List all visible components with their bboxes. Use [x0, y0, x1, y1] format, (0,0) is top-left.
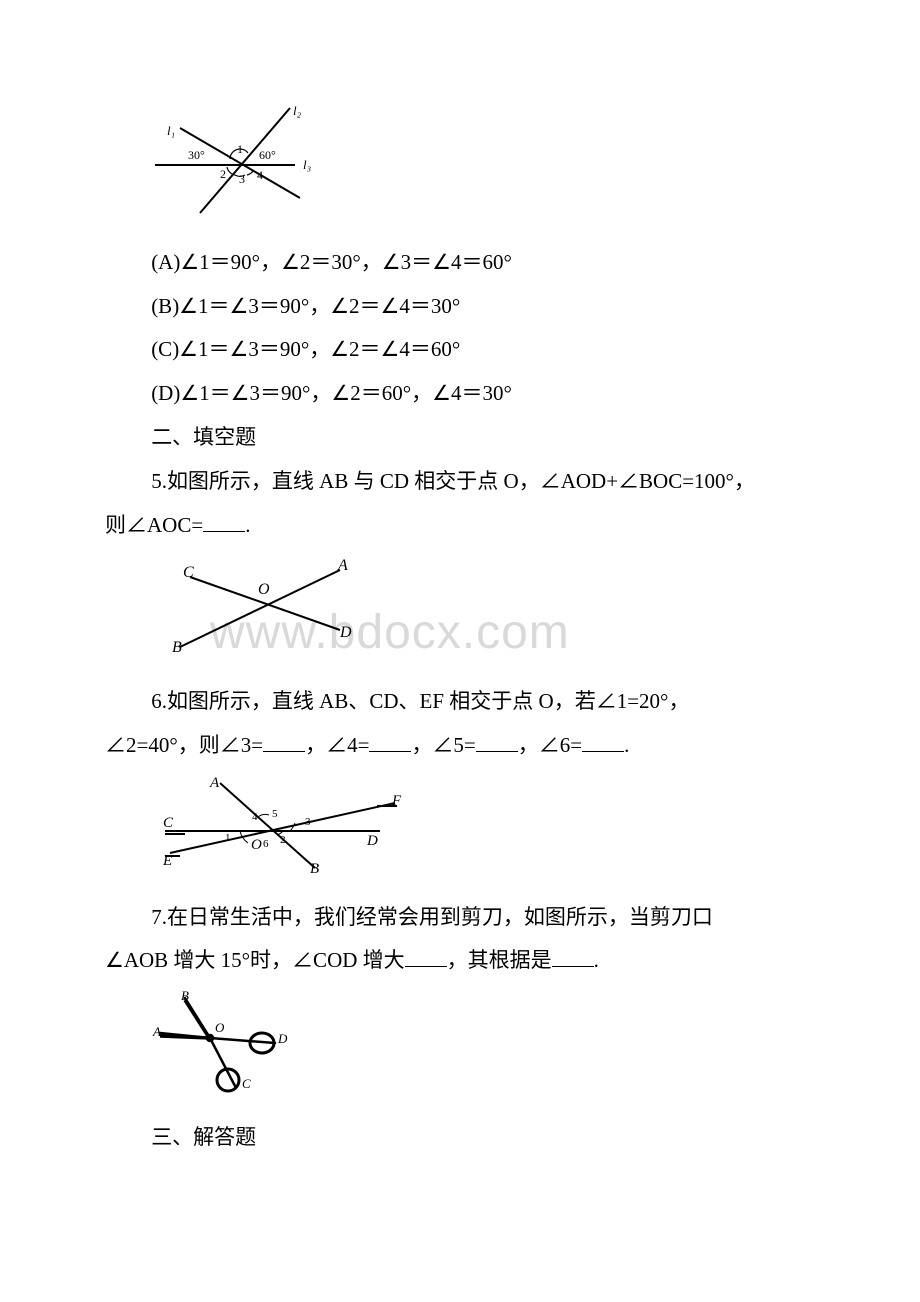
label-l2: l₂	[293, 103, 302, 118]
figure-1: l₁ l₂ l₃ 30° 60° 1 2 3 4	[145, 103, 815, 236]
q5-line2: 则∠AOC=.	[105, 507, 815, 545]
label-60: 60°	[259, 148, 276, 162]
figure-2: A B C D O	[145, 552, 815, 675]
q6-line2: ∠2=40°，则∠3= ，∠4= ，∠5= ，∠6=.	[105, 727, 815, 765]
f3-1: 1	[225, 832, 231, 844]
label-a3: 3	[239, 172, 245, 186]
figure-3: A B C D E F O 1 2 3 4 5 6	[145, 773, 815, 891]
f4-A: A	[152, 1024, 161, 1039]
f3-6: 6	[263, 838, 269, 850]
q7-post: .	[594, 948, 599, 972]
f3-4: 4	[252, 811, 258, 823]
f3-A: A	[209, 775, 220, 791]
label-a2: 2	[220, 167, 226, 181]
q7-b1	[405, 946, 447, 967]
option-c: (C)∠1＝∠3＝90°，∠2＝∠4＝60°	[105, 331, 815, 369]
f3-D: D	[366, 833, 378, 849]
q6-b3	[476, 731, 518, 752]
section-3-title: 三、解答题	[105, 1119, 815, 1157]
q7-line1: 7.在日常生活中，我们经常会用到剪刀，如图所示，当剪刀口	[105, 899, 815, 937]
option-d: (D)∠1＝∠3＝90°，∠2＝60°，∠4＝30°	[105, 375, 815, 413]
f4-O: O	[215, 1020, 225, 1035]
figure-4: A B C D O	[145, 988, 815, 1111]
option-b: (B)∠1＝∠3＝90°，∠2＝∠4＝30°	[105, 288, 815, 326]
label-a4: 4	[257, 168, 263, 182]
f4-B: B	[181, 988, 189, 1003]
f4-D: D	[277, 1031, 288, 1046]
f2-A: A	[337, 557, 348, 574]
label-l3: l₃	[303, 157, 311, 172]
option-a: (A)∠1＝90°，∠2＝30°，∠3＝∠4＝60°	[105, 244, 815, 282]
f3-O: O	[251, 837, 262, 853]
label-l1: l₁	[167, 123, 175, 138]
f2-D: D	[339, 624, 352, 641]
q7-b2	[552, 946, 594, 967]
f3-5: 5	[272, 808, 278, 820]
q6-b2	[369, 731, 411, 752]
q5-line1: 5.如图所示，直线 AB 与 CD 相交于点 O，∠AOD+∠BOC=100°，	[105, 463, 815, 501]
q7-mid: ，其根据是	[447, 948, 552, 972]
q5-blank	[203, 511, 245, 532]
f2-O: O	[258, 581, 270, 598]
f3-2: 2	[280, 834, 286, 846]
page-content: l₁ l₂ l₃ 30° 60° 1 2 3 4 (A)∠1＝90°，∠2＝30…	[105, 103, 815, 1157]
f2-C: C	[183, 564, 194, 581]
q6-m1: ，∠4=	[305, 733, 369, 757]
q6-b4	[582, 731, 624, 752]
section-2-title: 二、填空题	[105, 419, 815, 457]
f3-3: 3	[305, 816, 311, 828]
f2-B: B	[172, 639, 182, 656]
q7-pre: ∠AOB 增大 15°时，∠COD 增大	[105, 948, 405, 972]
q6-m3: ，∠6=	[518, 733, 582, 757]
f3-B: B	[310, 861, 319, 877]
f3-C: C	[163, 815, 174, 831]
q5-post: .	[245, 513, 250, 537]
q6-p1: ∠2=40°，则∠3=	[105, 733, 263, 757]
q5-pre: 则∠AOC=	[105, 513, 203, 537]
f4-C: C	[242, 1076, 251, 1091]
q6-m2: ，∠5=	[411, 733, 475, 757]
label-30: 30°	[188, 148, 205, 162]
q6-line1: 6.如图所示，直线 AB、CD、EF 相交于点 O，若∠1=20°，	[105, 683, 815, 721]
q6-post: .	[624, 733, 629, 757]
q6-b1	[263, 731, 305, 752]
q7-line2: ∠AOB 增大 15°时，∠COD 增大 ，其根据是.	[105, 942, 815, 980]
